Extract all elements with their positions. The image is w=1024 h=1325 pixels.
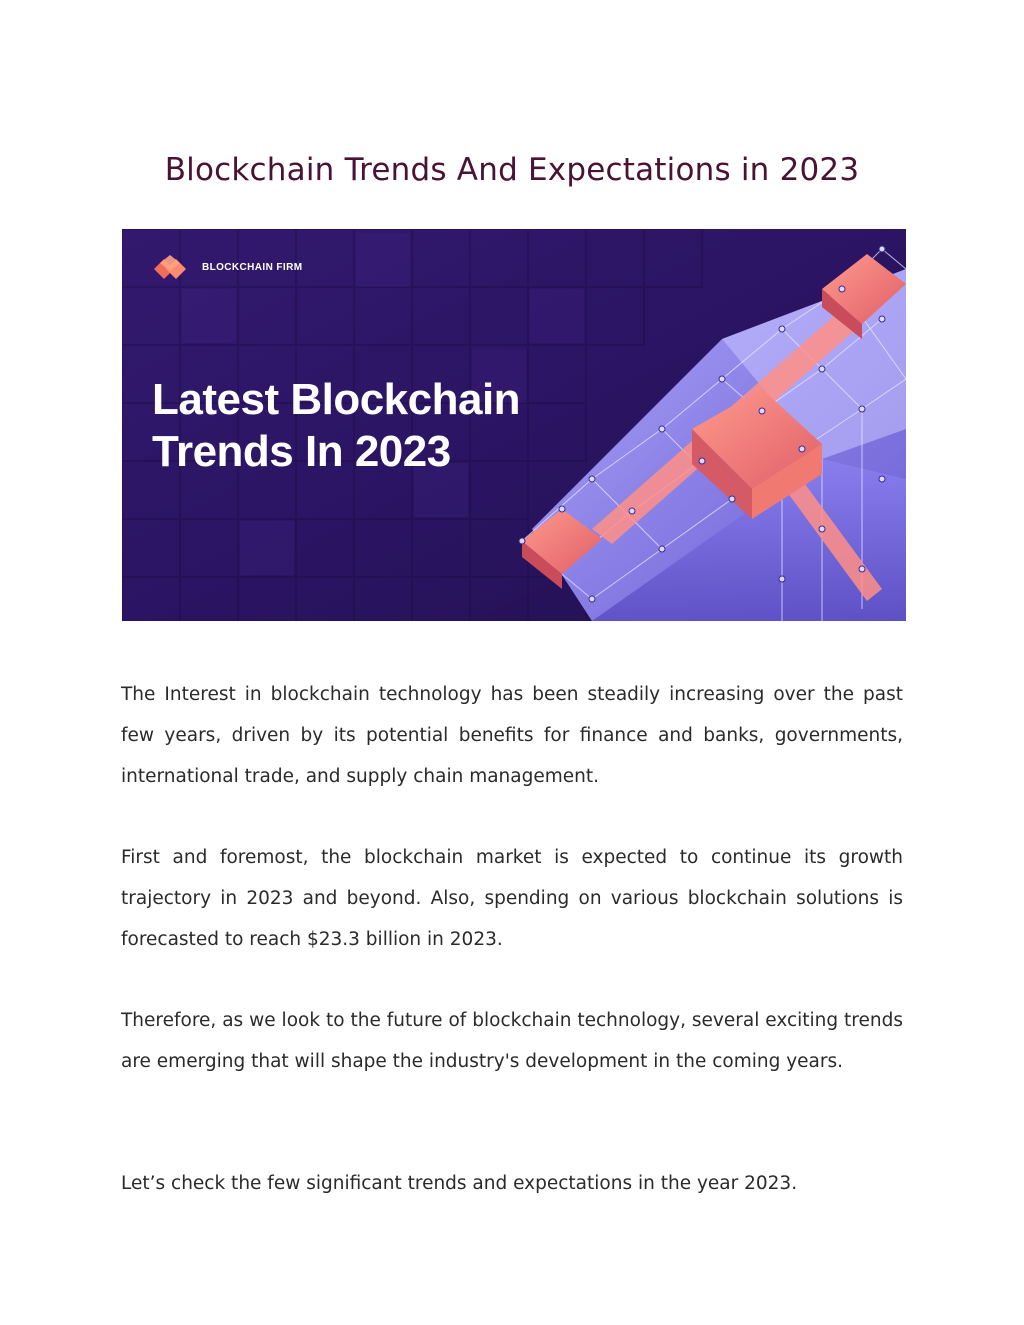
- banner-headline: Latest Blockchain Trends In 2023: [152, 375, 521, 476]
- blockchain-firm-logo-icon: [154, 255, 186, 279]
- brand-name: BLOCKCHAIN FIRM: [202, 261, 303, 273]
- brand-logo: BLOCKCHAIN FIRM: [152, 255, 302, 279]
- paragraph-call-to-action: Let’s check the few significant trends a…: [121, 1173, 798, 1194]
- paragraph-future-trends: Therefore, as we look to the future of b…: [121, 1010, 903, 1072]
- paragraph-intro: The Interest in blockchain technology ha…: [121, 684, 903, 787]
- banner-artwork: [122, 229, 906, 621]
- paragraph-market-growth: First and foremost, the blockchain marke…: [121, 847, 903, 950]
- page-title: Blockchain Trends And Expectations in 20…: [164, 152, 860, 188]
- hero-banner-image: BLOCKCHAIN FIRM Latest Blockchain Trends…: [122, 229, 906, 621]
